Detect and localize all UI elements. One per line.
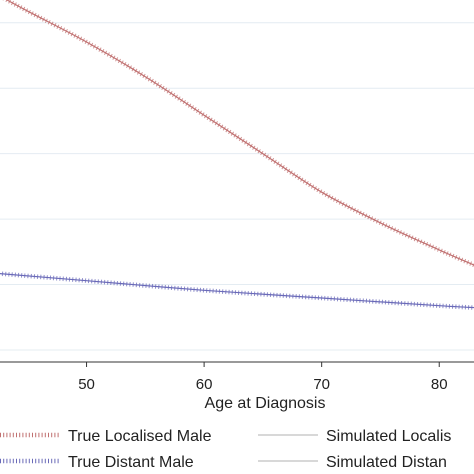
legend-label-2: Simulated Localis — [326, 428, 451, 445]
x-tick-label-50: 50 — [78, 376, 95, 393]
legend-label-1: True Distant Male — [68, 454, 194, 471]
x-axis-title: Age at Diagnosis — [205, 395, 326, 412]
series-line-0 — [5, 0, 474, 266]
series-line-1 — [0, 273, 474, 309]
gridlines — [0, 22, 474, 351]
x-tick-label-70: 70 — [313, 376, 330, 393]
series-line-0-dots — [2, 0, 474, 268]
plot-area — [0, 0, 474, 310]
x-tick-label-80: 80 — [431, 376, 448, 393]
x-axis: 50 60 70 80 — [0, 361, 474, 393]
legend: True Localised Male True Distant Male Simu… — [0, 428, 451, 471]
legend-label-0: True Localised Male — [68, 428, 212, 445]
legend-label-3: Simulated Distan — [326, 454, 447, 471]
series-line-1-dots — [0, 271, 474, 310]
x-tick-label-60: 60 — [196, 376, 213, 393]
